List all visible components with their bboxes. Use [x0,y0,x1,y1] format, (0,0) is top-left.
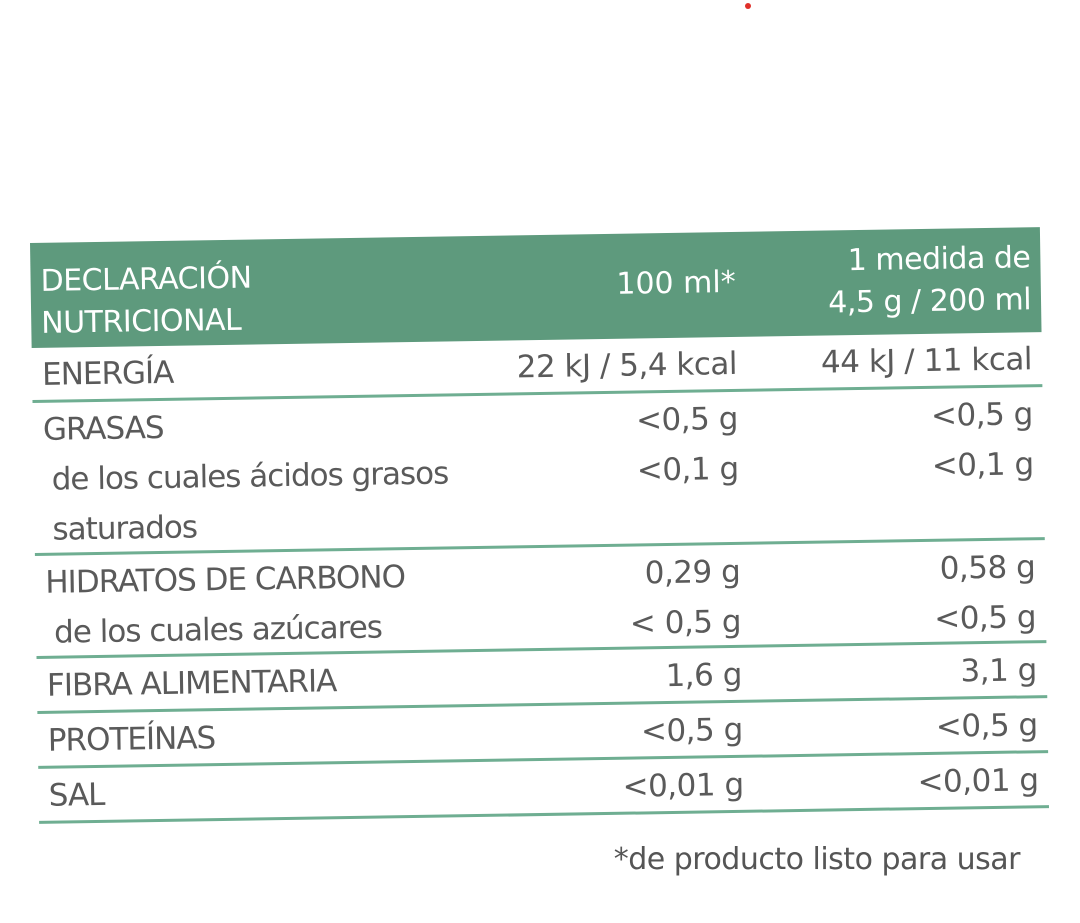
label-saturados-line1: de los cuales ácidos grasos [51,455,449,498]
value-saturados-serving: <0,1 g [931,446,1034,484]
label-azucares: de los cuales azúcares [53,609,383,651]
value-hidratos-100ml: 0,29 g [644,553,741,592]
table-header: DECLARACIÓN NUTRICIONAL 100 ml* 1 medida… [30,227,1042,348]
label-fibra: FIBRA ALIMENTARIA [46,663,337,704]
value-fibra-serving: 3,1 g [960,652,1038,690]
value-grasas-100ml: <0,5 g [635,400,739,439]
value-energia-serving: 44 kJ / 11 kcal [820,341,1033,381]
label-grasas: GRASAS [42,409,164,448]
red-dot-mark [745,3,751,9]
value-energia-100ml: 22 kJ / 5,4 kcal [516,345,738,386]
value-proteinas-serving: <0,5 g [935,707,1038,745]
nutrition-table: DECLARACIÓN NUTRICIONAL 100 ml* 1 medida… [30,227,1050,824]
header-col3-line1: 1 medida de [847,240,1031,279]
value-hidratos-serving: 0,58 g [939,549,1036,587]
value-proteinas-100ml: <0,5 g [640,711,744,750]
footnote: *de producto listo para usar [613,842,1021,877]
header-col1-line2: NUTRICIONAL [40,302,242,341]
label-sal: SAL [48,776,105,814]
header-declaracion: DECLARACIÓN NUTRICIONAL [40,258,252,345]
value-sal-serving: <0,01 g [917,762,1039,801]
label-hidratos: HIDRATOS DE CARBONO [45,559,406,601]
value-grasas-serving: <0,5 g [930,396,1034,434]
label-saturados-line2: saturados [52,509,198,548]
header-col1-line1: DECLARACIÓN [40,260,252,299]
row-grasas: GRASAS <0,5 g <0,5 g de los cuales ácido… [32,387,1045,556]
row-hidratos: HIDRATOS DE CARBONO 0,29 g 0,58 g de los… [34,540,1047,659]
label-energia: ENERGÍA [41,354,174,393]
value-azucares-100ml: < 0,5 g [629,603,742,642]
value-saturados-100ml: <0,1 g [636,450,739,489]
header-per-100ml: 100 ml* [616,264,736,302]
header-col3-line2: 4,5 g / 200 ml [827,282,1032,321]
value-azucares-serving: <0,5 g [933,599,1037,637]
label-proteinas: PROTEÍNAS [47,720,216,759]
value-fibra-100ml: 1,6 g [665,656,743,695]
value-sal-100ml: <0,01 g [622,766,744,805]
header-per-serving: 1 medida de 4,5 g / 200 ml [827,237,1031,324]
